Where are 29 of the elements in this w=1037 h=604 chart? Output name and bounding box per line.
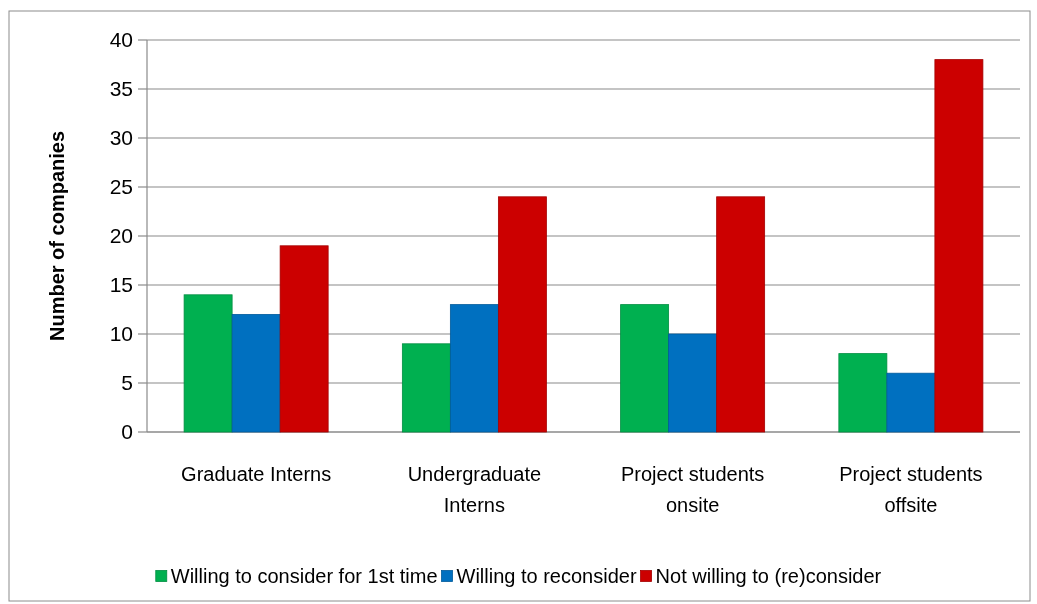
x-tick-label: Undergraduate Interns	[407, 463, 542, 516]
y-axis-title: Number of companies	[46, 130, 68, 342]
x-tick-label: Project students offsite	[839, 463, 983, 516]
legend-label: Not willing to (re)consider	[655, 565, 882, 587]
y-tick-label: 20	[109, 224, 133, 248]
y-tick-label: 0	[121, 420, 133, 444]
bar	[497, 196, 547, 433]
x-tick-label: Project students onsite	[620, 463, 765, 516]
bar	[231, 314, 281, 433]
y-tick-label: 10	[109, 322, 133, 346]
bar	[620, 304, 670, 433]
bar	[183, 294, 233, 433]
bar	[401, 343, 451, 433]
y-tick-label: 35	[109, 77, 133, 101]
legend-label: Willing to reconsider	[456, 565, 637, 587]
bar	[279, 245, 329, 433]
legend-label: Willing to consider for 1st time	[170, 565, 438, 587]
bar	[716, 196, 766, 433]
y-tick-label: 5	[121, 371, 133, 395]
x-tick-label: Graduate Interns	[181, 463, 332, 485]
bar	[886, 372, 936, 433]
y-tick-label: 25	[109, 175, 133, 199]
bar	[934, 59, 984, 433]
y-tick-label: 30	[109, 126, 133, 150]
y-tick-label: 40	[109, 28, 133, 52]
y-tick-label: 15	[109, 273, 133, 297]
bar	[668, 333, 718, 433]
bar	[449, 304, 499, 433]
bar	[838, 353, 888, 433]
